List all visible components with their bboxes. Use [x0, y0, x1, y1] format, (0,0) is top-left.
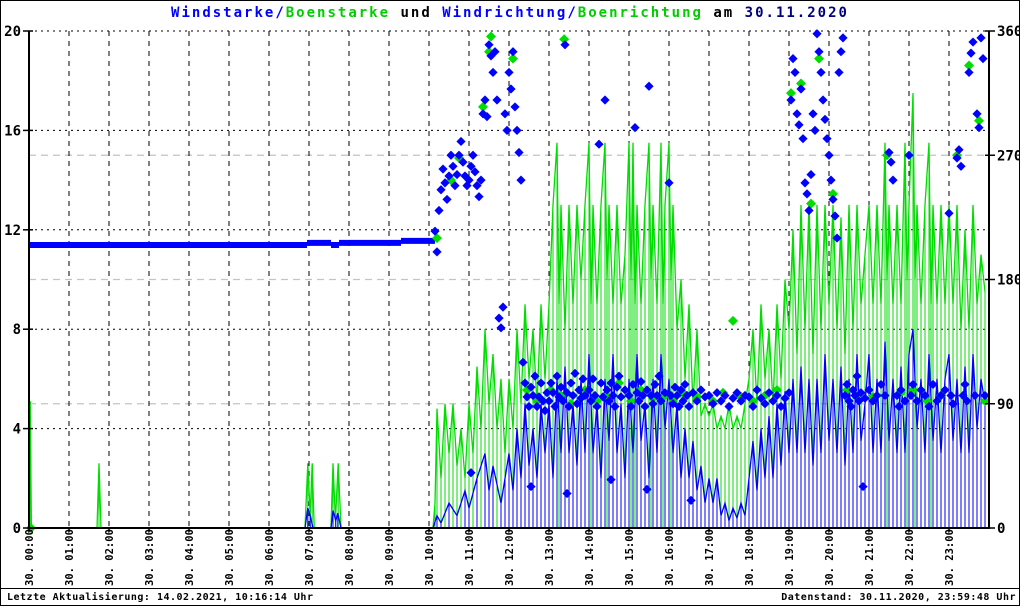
svg-text:16: 16 [4, 123, 21, 139]
windrichtung-scatter [430, 29, 990, 505]
svg-text:0: 0 [997, 521, 1005, 537]
title-part: und [390, 5, 443, 21]
svg-text:30. 03:00: 30. 03:00 [144, 529, 156, 586]
svg-text:30. 05:00: 30. 05:00 [224, 529, 236, 586]
svg-text:20: 20 [4, 24, 21, 40]
title-part: Boenstarke [285, 5, 391, 21]
page-title: Windstarke/Boenstarke und Windrichtung/B… [1, 5, 1019, 21]
svg-text:30. 18:00: 30. 18:00 [744, 529, 756, 586]
svg-text:30. 14:00: 30. 14:00 [584, 529, 596, 586]
title-part: Windstarke/ [171, 5, 286, 21]
footer-divider [1, 588, 1019, 589]
svg-text:4: 4 [13, 422, 21, 438]
svg-text:30. 08:00: 30. 08:00 [344, 529, 356, 586]
svg-text:30. 02:00: 30. 02:00 [104, 529, 116, 586]
svg-text:90: 90 [997, 397, 1014, 413]
svg-text:30. 11:00: 30. 11:00 [464, 529, 476, 586]
y-left-tick-labels: 0 4 8 12 16 20 [4, 24, 33, 537]
svg-text:0: 0 [13, 521, 21, 537]
svg-text:30. 17:00: 30. 17:00 [704, 529, 716, 586]
svg-text:30. 19:00: 30. 19:00 [784, 529, 796, 586]
svg-text:30. 06:00: 30. 06:00 [264, 529, 276, 586]
svg-text:30. 15:00: 30. 15:00 [624, 529, 636, 586]
svg-text:30. 01:00: 30. 01:00 [64, 529, 76, 586]
title-part: Windrichtung/ [442, 5, 578, 21]
svg-text:30. 00:00: 30. 00:00 [24, 529, 36, 586]
svg-text:30. 07:00: 30. 07:00 [304, 529, 316, 586]
svg-text:30. 09:00: 30. 09:00 [384, 529, 396, 586]
svg-text:30. 23:00: 30. 23:00 [944, 529, 956, 586]
data-state-timestamp: Datenstand: 30.11.2020, 23:59:48 Uhr [781, 592, 1016, 603]
svg-text:8: 8 [13, 322, 21, 338]
svg-text:30. 22:00: 30. 22:00 [904, 529, 916, 586]
svg-text:30. 12:00: 30. 12:00 [504, 529, 516, 586]
svg-text:180: 180 [997, 273, 1020, 289]
svg-text:12: 12 [4, 223, 21, 239]
svg-text:30. 10:00: 30. 10:00 [424, 529, 436, 586]
title-part: am [702, 5, 745, 21]
windstaerke-line [29, 329, 986, 529]
y-right-tick-labels: 0 90 180 270 360 [985, 24, 1020, 537]
svg-text:270: 270 [997, 148, 1020, 164]
svg-text:30. 20:00: 30. 20:00 [824, 529, 836, 586]
svg-text:30. 13:00: 30. 13:00 [544, 529, 556, 586]
last-update-timestamp: Letzte Aktualisierung: 14.02.2021, 10:16… [7, 592, 314, 603]
svg-text:30. 21:00: 30. 21:00 [864, 529, 876, 586]
svg-text:30. 16:00: 30. 16:00 [664, 529, 676, 586]
windrichtung-locked-line [29, 237, 435, 248]
title-part: Boenrichtung [577, 5, 703, 21]
x-tick-labels: 30. 00:00 30. 01:00 30. 02:00 30. 03:00 30. … [24, 528, 956, 586]
title-part: 30.11.2020 [744, 5, 849, 21]
svg-text:360: 360 [997, 24, 1020, 40]
svg-text:30. 04:00: 30. 04:00 [184, 529, 196, 586]
